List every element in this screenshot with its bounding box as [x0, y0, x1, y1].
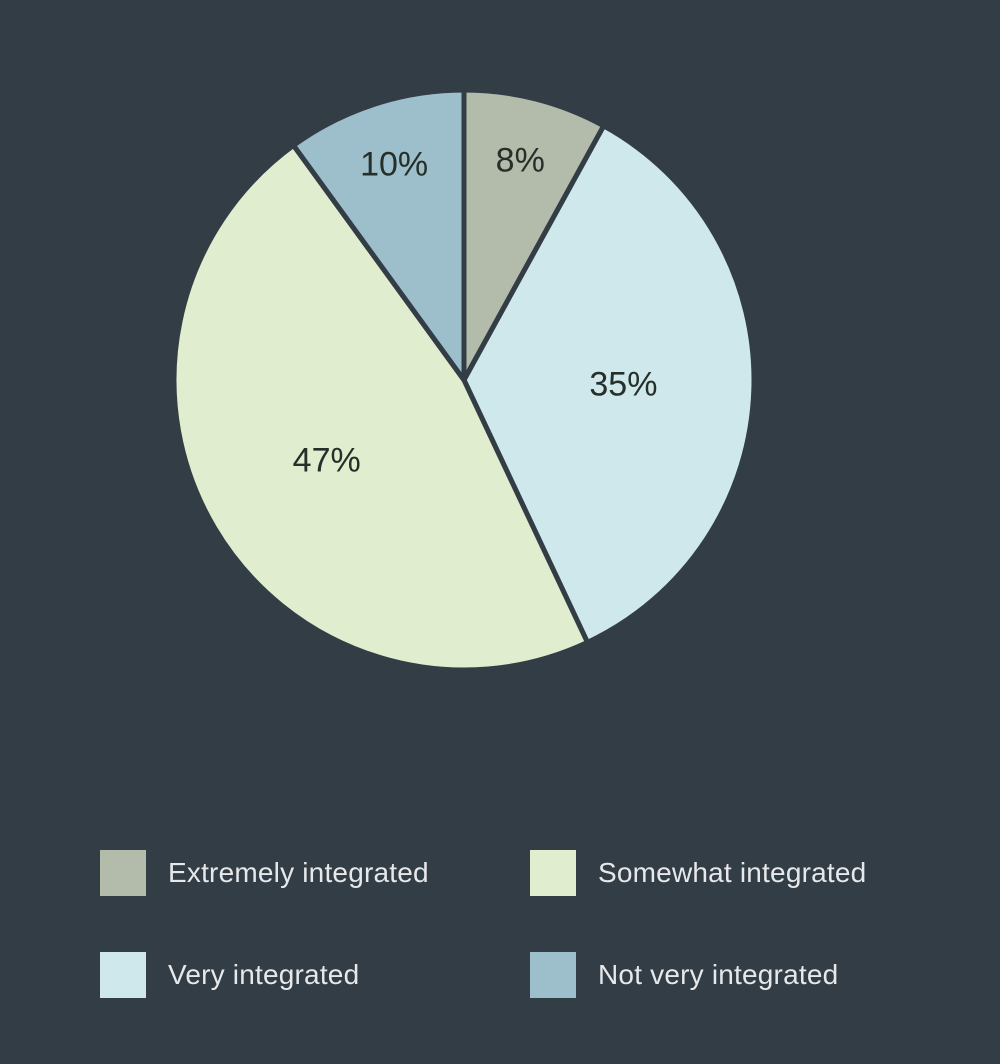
pie-svg: [164, 80, 764, 680]
legend-swatch-extremely: [100, 850, 146, 896]
slice-label-very: 35%: [589, 366, 657, 405]
slice-label-notvery: 10%: [360, 145, 428, 184]
legend-swatch-somewhat: [530, 850, 576, 896]
pie-chart: 8% 35% 47% 10%: [164, 80, 764, 680]
legend-item-extremely: Extremely integrated: [100, 850, 490, 896]
legend-label-somewhat: Somewhat integrated: [598, 857, 866, 889]
slice-label-somewhat: 47%: [293, 442, 361, 481]
slice-label-extremely: 8%: [496, 141, 545, 180]
legend-swatch-notvery: [530, 952, 576, 998]
pie-chart-container: 8% 35% 47% 10% Extremely integrated Some…: [0, 0, 1000, 1064]
legend-swatch-very: [100, 952, 146, 998]
legend-item-notvery: Not very integrated: [530, 952, 920, 998]
legend-item-very: Very integrated: [100, 952, 490, 998]
legend-label-notvery: Not very integrated: [598, 959, 838, 991]
legend-label-very: Very integrated: [168, 959, 359, 991]
legend-item-somewhat: Somewhat integrated: [530, 850, 920, 896]
legend: Extremely integrated Somewhat integrated…: [100, 850, 920, 998]
legend-label-extremely: Extremely integrated: [168, 857, 429, 889]
